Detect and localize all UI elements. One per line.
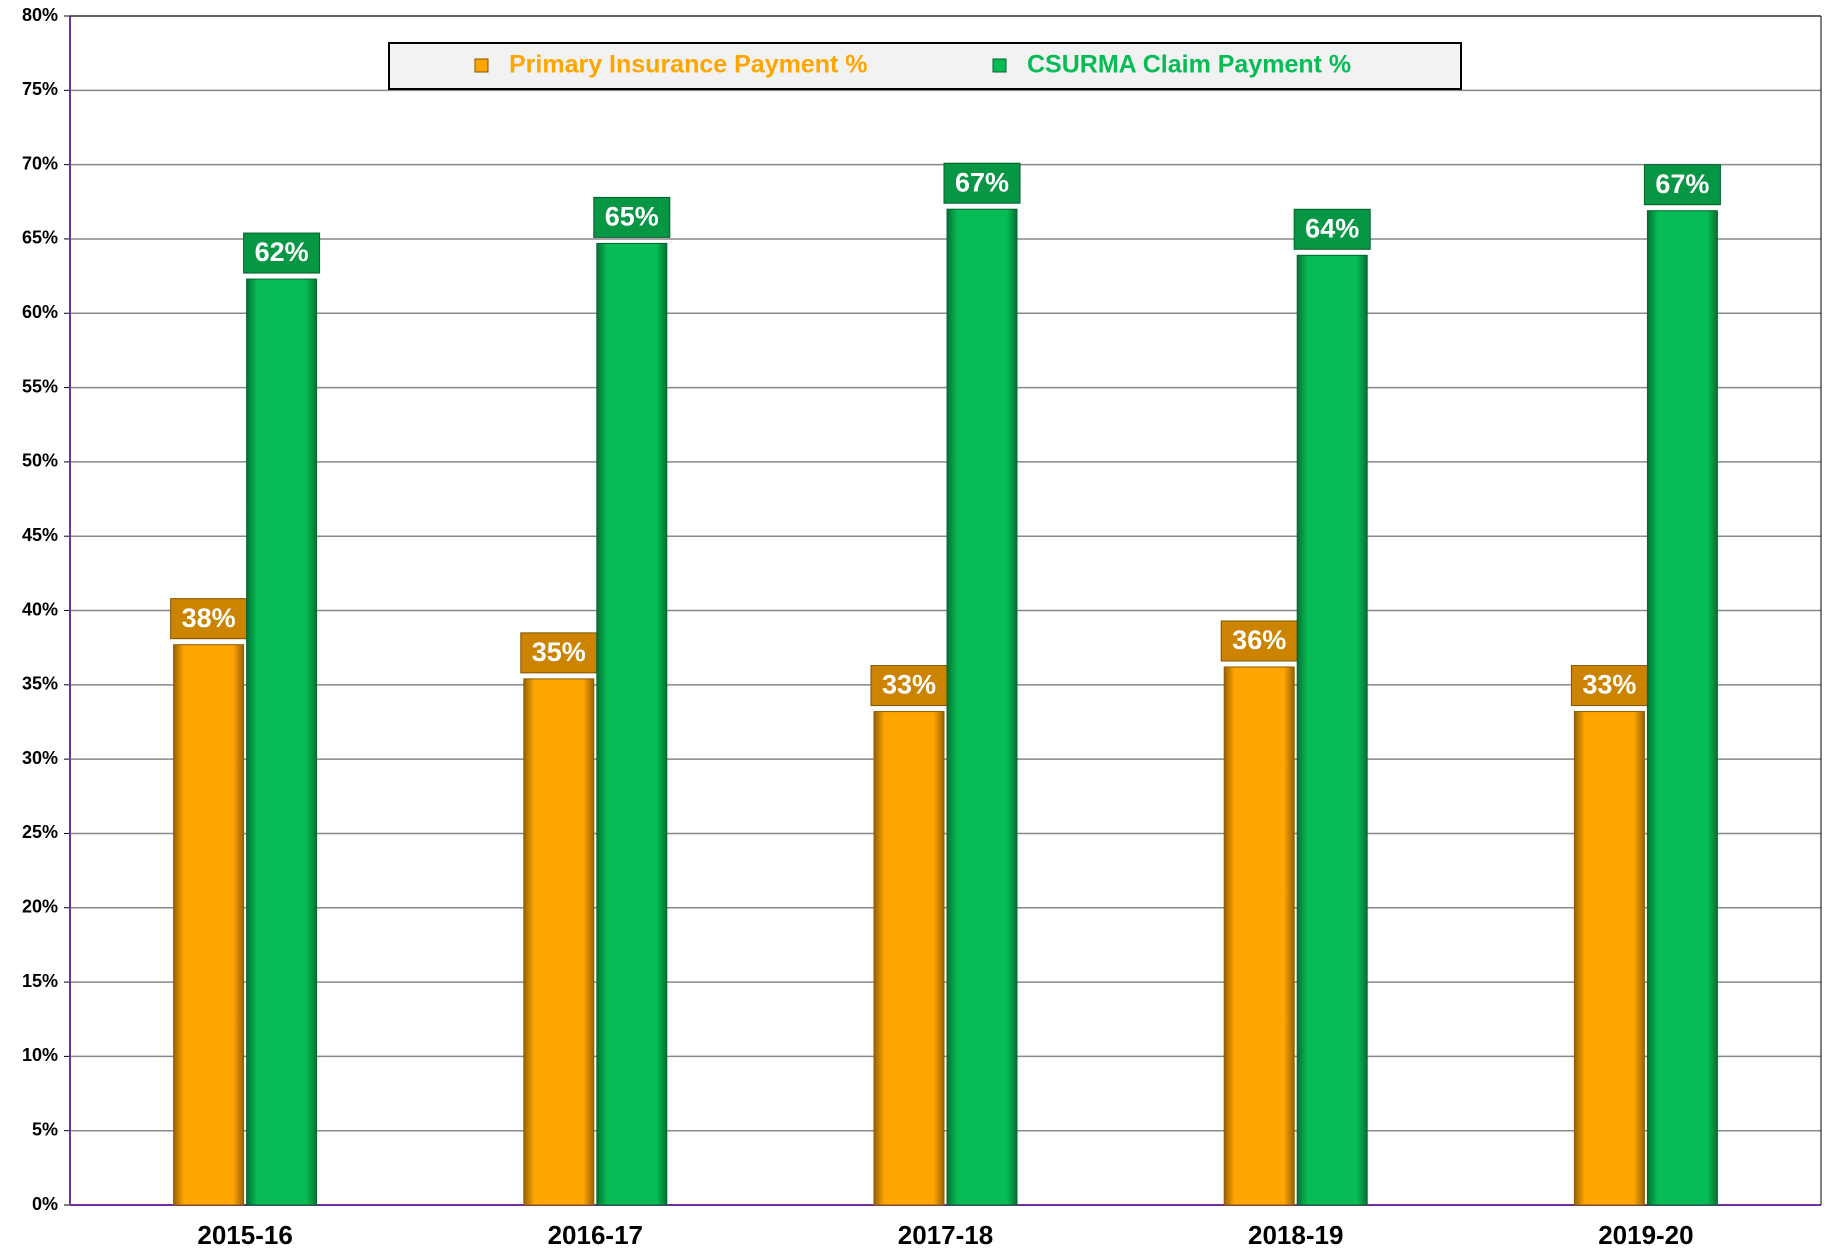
y-tick-label: 80% <box>22 5 58 25</box>
data-label-box <box>593 196 671 238</box>
x-tick-label: 2017-18 <box>898 1220 993 1250</box>
data-label-box <box>1643 164 1721 206</box>
data-label-box <box>170 598 248 640</box>
data-label: 62% <box>255 237 309 267</box>
y-tick-label: 0% <box>32 1194 58 1214</box>
data-label-box <box>870 665 948 707</box>
bar <box>173 644 245 1206</box>
x-tick-label: 2015-16 <box>197 1220 292 1250</box>
legend-swatch <box>992 58 1007 73</box>
y-tick-label: 5% <box>32 1119 58 1139</box>
bar <box>1223 666 1295 1206</box>
y-tick-label: 25% <box>22 822 58 842</box>
data-label: 36% <box>1232 625 1286 655</box>
bar <box>1296 254 1368 1206</box>
data-label: 33% <box>1582 670 1636 700</box>
y-tick-label: 70% <box>22 153 58 173</box>
y-tick-label: 60% <box>22 302 58 322</box>
data-label: 38% <box>182 603 236 633</box>
data-label: 33% <box>882 670 936 700</box>
legend-swatch <box>474 58 489 73</box>
y-tick-label: 20% <box>22 897 58 917</box>
bar <box>523 678 595 1206</box>
bar <box>246 278 318 1206</box>
data-label: 67% <box>1655 169 1709 199</box>
bar <box>1573 711 1645 1206</box>
data-label: 67% <box>955 167 1009 197</box>
bar <box>946 208 1018 1206</box>
data-label-box <box>1220 620 1298 662</box>
y-tick-label: 65% <box>22 228 58 248</box>
y-tick-label: 45% <box>22 525 58 545</box>
data-label-box <box>943 162 1021 204</box>
legend-box <box>388 42 1462 90</box>
x-tick-label: 2018-19 <box>1248 1220 1343 1250</box>
y-tick-label: 10% <box>22 1045 58 1065</box>
data-label-box <box>1570 665 1648 707</box>
x-tick-label: 2016-17 <box>548 1220 643 1250</box>
bar <box>596 242 668 1206</box>
x-tick-label: 2019-20 <box>1598 1220 1693 1250</box>
y-tick-label: 30% <box>22 748 58 768</box>
y-tick-label: 40% <box>22 599 58 619</box>
data-label-box <box>243 232 321 274</box>
y-tick-label: 50% <box>22 451 58 471</box>
data-label-box <box>1293 208 1371 250</box>
bar <box>873 711 945 1206</box>
legend-label: Primary Insurance Payment % <box>509 51 868 79</box>
data-label: 64% <box>1305 213 1359 243</box>
y-tick-label: 15% <box>22 971 58 991</box>
bar <box>1646 210 1718 1206</box>
y-tick-label: 55% <box>22 376 58 396</box>
y-tick-label: 75% <box>22 79 58 99</box>
y-tick-label: 35% <box>22 674 58 694</box>
legend-label: CSURMA Claim Payment % <box>1027 51 1351 79</box>
data-label-box <box>520 632 598 674</box>
data-label: 65% <box>605 202 659 232</box>
data-label: 35% <box>532 637 586 667</box>
